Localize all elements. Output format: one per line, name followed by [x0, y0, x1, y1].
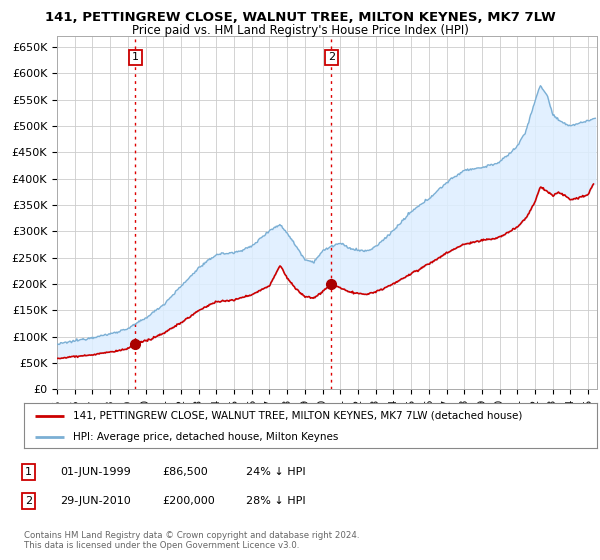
Text: 01-JUN-1999: 01-JUN-1999	[60, 467, 131, 477]
Text: 24% ↓ HPI: 24% ↓ HPI	[246, 467, 305, 477]
Text: HPI: Average price, detached house, Milton Keynes: HPI: Average price, detached house, Milt…	[73, 432, 338, 442]
Text: 1: 1	[25, 467, 32, 477]
Text: 141, PETTINGREW CLOSE, WALNUT TREE, MILTON KEYNES, MK7 7LW: 141, PETTINGREW CLOSE, WALNUT TREE, MILT…	[44, 11, 556, 24]
Text: £200,000: £200,000	[162, 496, 215, 506]
Text: 2: 2	[25, 496, 32, 506]
Text: 1: 1	[132, 53, 139, 63]
Text: 29-JUN-2010: 29-JUN-2010	[60, 496, 131, 506]
Text: 141, PETTINGREW CLOSE, WALNUT TREE, MILTON KEYNES, MK7 7LW (detached house): 141, PETTINGREW CLOSE, WALNUT TREE, MILT…	[73, 410, 522, 421]
Text: 28% ↓ HPI: 28% ↓ HPI	[246, 496, 305, 506]
Text: Contains HM Land Registry data © Crown copyright and database right 2024.
This d: Contains HM Land Registry data © Crown c…	[24, 531, 359, 550]
Text: Price paid vs. HM Land Registry's House Price Index (HPI): Price paid vs. HM Land Registry's House …	[131, 24, 469, 36]
Text: £86,500: £86,500	[162, 467, 208, 477]
Text: 2: 2	[328, 53, 335, 63]
